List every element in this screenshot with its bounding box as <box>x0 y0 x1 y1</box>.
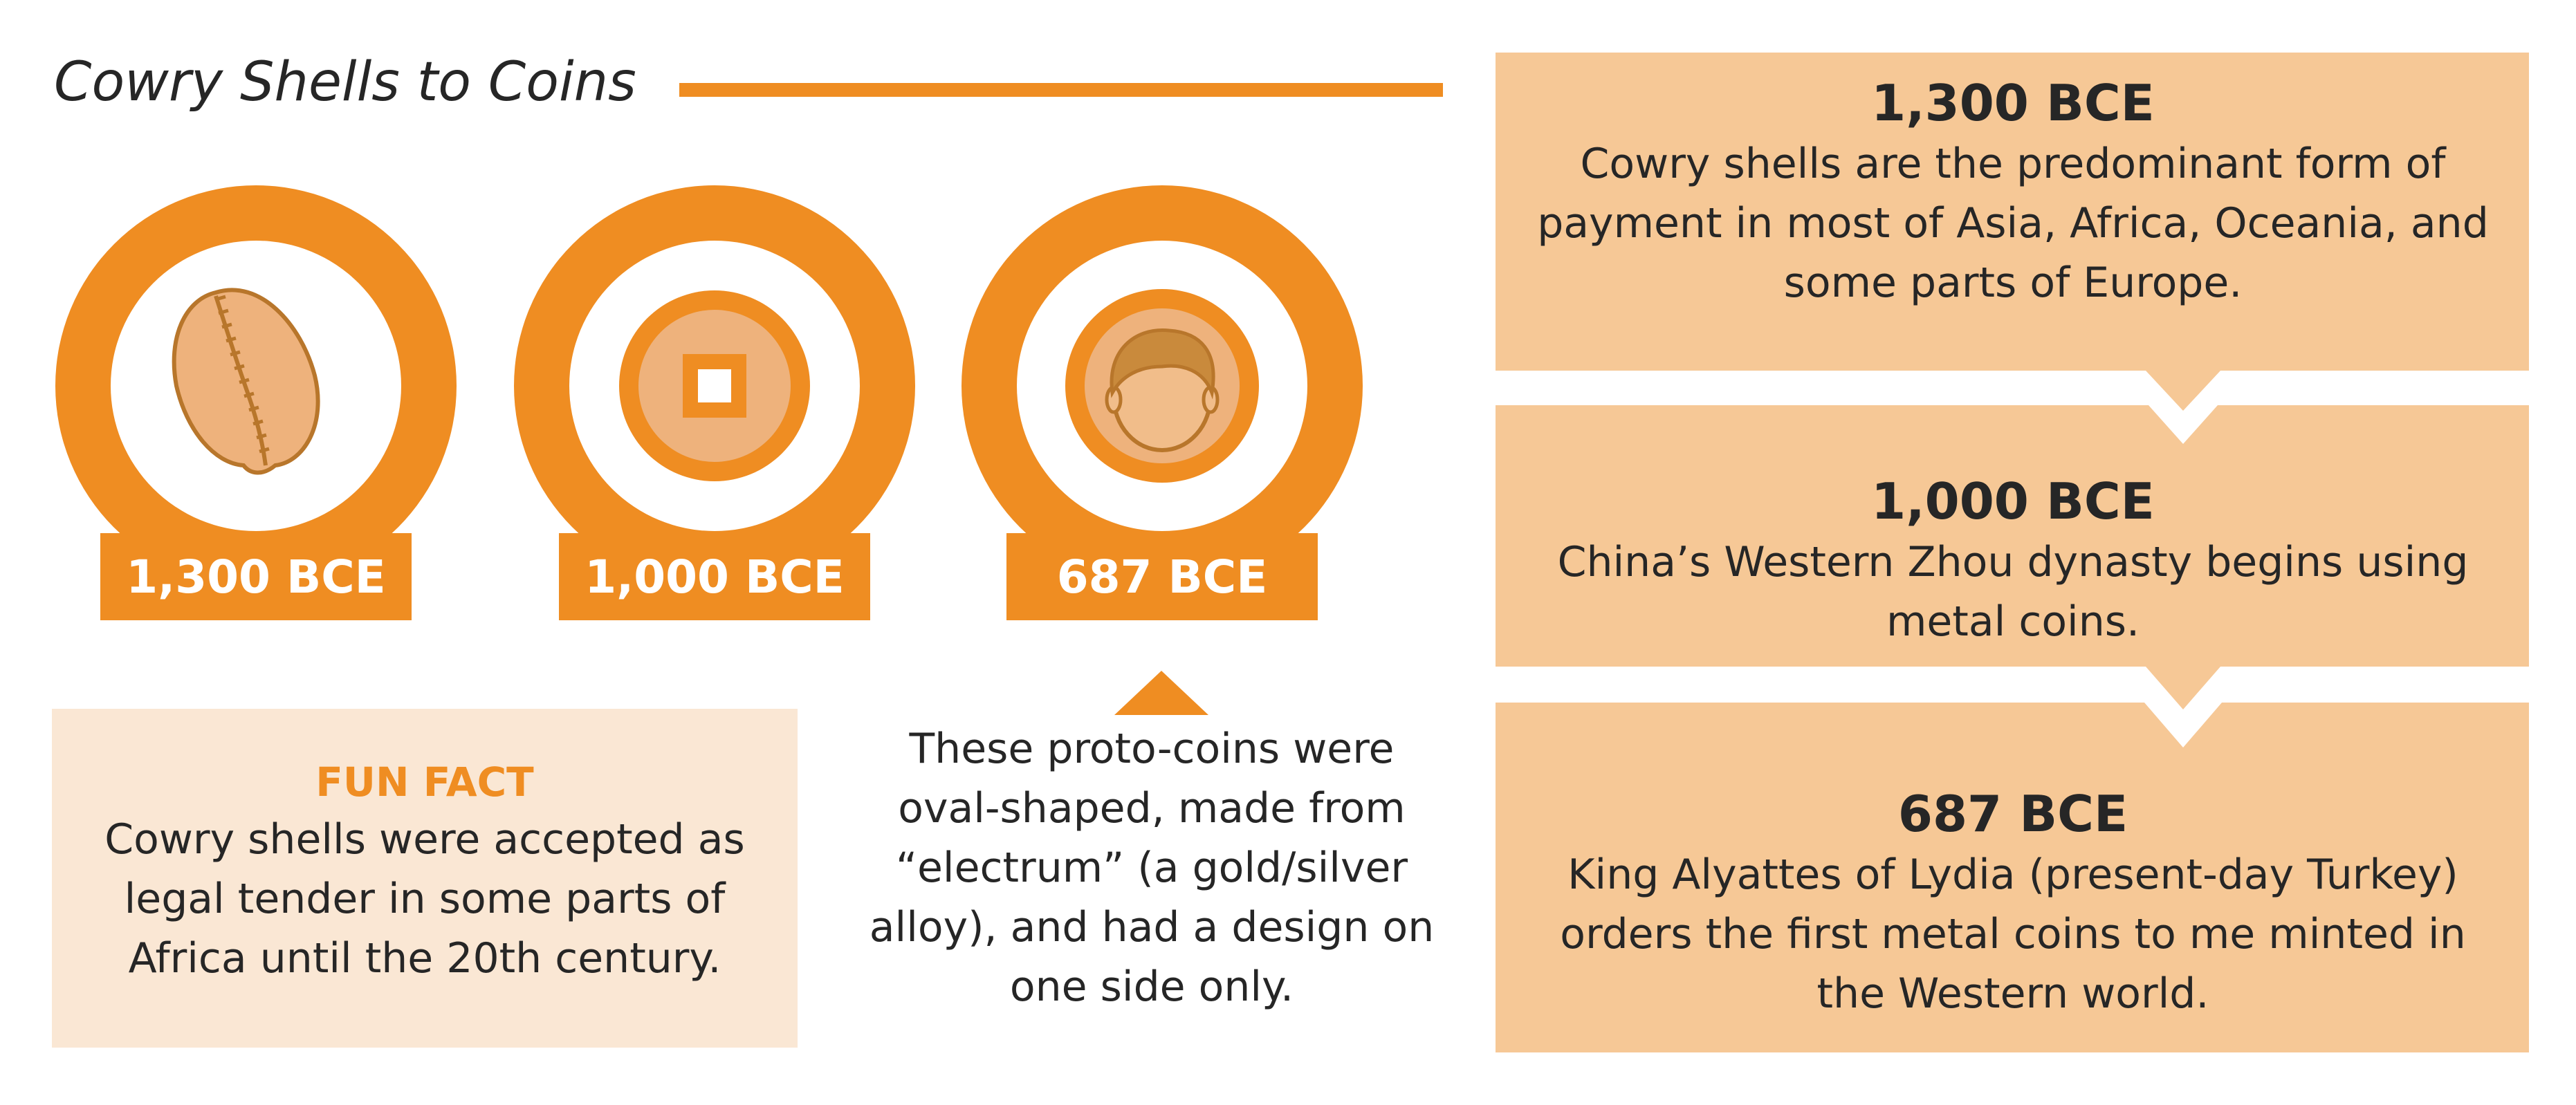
title-rule <box>679 83 1443 97</box>
medallion-label: 1,000 BCE <box>559 533 870 620</box>
fun-fact-body: Cowry shells were accepted as legal tend… <box>104 815 745 983</box>
timeline-year: 687 BCE <box>1897 785 2128 843</box>
pointer-up-icon <box>1114 671 1208 715</box>
medallion-1000-bce: 1,000 BCE <box>514 185 915 620</box>
square-hole-coin-icon <box>619 290 810 481</box>
timeline-year: 1,300 BCE <box>1871 74 2155 132</box>
medallion-label: 1,300 BCE <box>100 533 412 620</box>
timeline-entry-1300-bce: 1,300 BCE Cowry shells are the predomina… <box>1508 72 2518 313</box>
timeline-year: 1,000 BCE <box>1871 472 2155 530</box>
timeline-entry-1000-bce: 1,000 BCE China’s Western Zhou dynasty b… <box>1508 470 2518 651</box>
medallion-1300-bce: 1,300 BCE <box>55 185 457 620</box>
timeline-description: Cowry shells are the predominant form of… <box>1537 140 2489 307</box>
medallion-label: 687 BCE <box>1006 533 1318 620</box>
fun-fact-box: FUN FACT Cowry shells were accepted as l… <box>52 709 798 1048</box>
medallion-687-bce: 687 BCE <box>962 185 1363 620</box>
timeline-panels <box>1496 53 2529 1052</box>
page-title: Cowry Shells to Coins <box>54 51 636 113</box>
proto-coin-note: These proto-coins were oval-shaped, made… <box>869 725 1435 1011</box>
face-coin-icon <box>1065 289 1259 483</box>
fun-fact-title: FUN FACT <box>315 759 534 806</box>
timeline-description: King Alyattes of Lydia (present-day Turk… <box>1560 851 2466 1018</box>
cowry-shell-icon <box>172 288 320 475</box>
timeline-description: China’s Western Zhou dynasty begins usin… <box>1557 538 2469 646</box>
timeline-entry-687-bce: 687 BCE King Alyattes of Lydia (present-… <box>1508 783 2518 1023</box>
